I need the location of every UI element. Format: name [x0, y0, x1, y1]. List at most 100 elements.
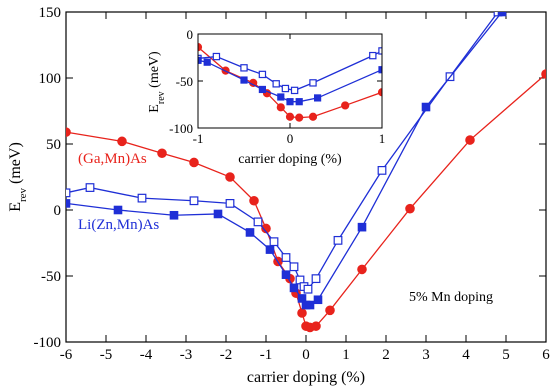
main-plot: -6 -5 -4 -3 -2 -1 0 1 2 3 4 5 6 -100 -50 0 50 100 150 carr… [7, 5, 550, 386]
inset-data-point [369, 51, 377, 60]
inset-data-point [281, 84, 290, 93]
main-y-tick-label: -100 [34, 335, 62, 351]
main-data-point [289, 283, 299, 293]
main-data-point [377, 166, 387, 175]
inset-plot: -1 0 1 -100 -50 0 carrier doping (%) Erev (me… [147, 27, 385, 167]
inset-series [198, 43, 382, 122]
main-data-point [245, 228, 255, 237]
inset-series-line [198, 46, 382, 119]
main-data-point [281, 253, 291, 262]
inset-data-point [258, 70, 267, 79]
inset-data-point [308, 112, 318, 121]
main-data-point [66, 188, 71, 198]
inset-series-0 [198, 43, 382, 122]
main-data-point [297, 308, 307, 318]
main-x-tick-label: -4 [140, 347, 153, 363]
inset-y-tick-label: -50 [176, 74, 193, 89]
inset-plot-frame [197, 33, 383, 129]
main-data-point [311, 274, 321, 284]
annotation-ga-mn-as: (Ga,Mn)As [78, 151, 147, 167]
main-x-axis-label: carrier doping (%) [247, 369, 365, 386]
main-data-point [333, 235, 343, 245]
main-data-point [85, 183, 95, 192]
main-data-point [305, 300, 315, 310]
main-data-point [269, 237, 279, 247]
main-x-tick-label: 5 [502, 347, 510, 363]
inset-data-point [240, 64, 248, 72]
main-data-point [289, 262, 299, 272]
inset-data-point [286, 98, 294, 106]
main-x-tick-label: 2 [382, 347, 390, 363]
main-data-point [265, 245, 275, 254]
main-y-tick-label: 50 [46, 137, 61, 153]
inset-x-tick-label: 0 [287, 131, 294, 146]
main-data-point [311, 321, 321, 331]
inset-y-tick-label: 0 [187, 27, 194, 42]
inset-data-point [258, 85, 266, 94]
inset-series-1 [198, 47, 382, 95]
inset-data-point [272, 80, 280, 88]
inset-data-point [203, 58, 211, 66]
inset-series-2 [198, 56, 382, 106]
inset-data-point [240, 76, 248, 84]
main-x-tick-label: -5 [100, 347, 113, 363]
main-x-tick-label: 3 [422, 347, 430, 363]
main-data-point [421, 102, 431, 112]
main-data-point [189, 196, 199, 206]
inset-data-point [290, 86, 299, 95]
main-ticks: -6 -5 -4 -3 -2 -1 0 1 2 3 4 5 6 -100 -50 0 50 100 150 [34, 5, 551, 363]
main-x-tick-label: 4 [462, 347, 470, 363]
inset-data-point [198, 43, 203, 52]
inset-data-point [309, 79, 317, 87]
main-x-tick-label: 1 [342, 347, 350, 363]
main-data-point [405, 203, 415, 214]
main-x-tick-label: -3 [180, 347, 193, 363]
main-data-point [325, 305, 335, 316]
main-data-point [66, 199, 71, 208]
inset-data-point [212, 52, 221, 61]
main-x-tick-label: -2 [220, 347, 233, 363]
main-data-point [281, 270, 291, 279]
main-y-axis-label: Erev (meV) [7, 142, 29, 212]
main-y-tick-label: -50 [41, 269, 61, 285]
main-series-1 [66, 12, 503, 294]
main-data-point [497, 12, 507, 17]
main-data-point [225, 172, 235, 182]
main-x-tick-label: 0 [302, 347, 310, 363]
inset-data-point [285, 112, 295, 121]
main-y-tick-label: 150 [39, 5, 62, 21]
annotation-mn-doping: 5% Mn doping [409, 290, 493, 305]
inset-y-tick-label: -100 [169, 121, 193, 136]
inset-series-line [198, 50, 382, 92]
inset-data-point [277, 93, 285, 101]
main-x-tick-label: -1 [260, 347, 273, 363]
main-data-point [249, 195, 259, 206]
main-x-tick-label: -6 [60, 347, 73, 363]
main-data-point [66, 127, 71, 137]
main-data-point [189, 157, 199, 168]
inset-data-point [295, 113, 304, 122]
main-data-point [169, 210, 179, 220]
main-series-0 [66, 69, 546, 333]
main-data-point [117, 136, 127, 147]
main-y-tick-label: 100 [39, 71, 62, 87]
main-data-point [357, 264, 367, 275]
main-data-point [303, 284, 313, 294]
inset-x-axis-label: carrier doping (%) [238, 152, 342, 167]
inset-data-point [276, 103, 285, 112]
main-data-point [253, 217, 263, 227]
main-series-2 [66, 12, 507, 310]
main-data-point [313, 295, 323, 305]
inset-data-point [295, 98, 303, 106]
inset-plot-background [198, 34, 382, 128]
main-data-point [465, 135, 475, 145]
inset-y-axis-label: Erev (meV) [147, 51, 167, 113]
main-data-point [113, 205, 123, 215]
main-data-point [213, 209, 223, 219]
inset-x-tick-label: -1 [193, 131, 204, 146]
main-x-tick-label: 6 [542, 347, 550, 363]
annotation-li-zn-mn-as: Li(Zn,Mn)As [78, 217, 159, 233]
inset-data-point [314, 94, 322, 102]
main-data-point [225, 199, 235, 208]
